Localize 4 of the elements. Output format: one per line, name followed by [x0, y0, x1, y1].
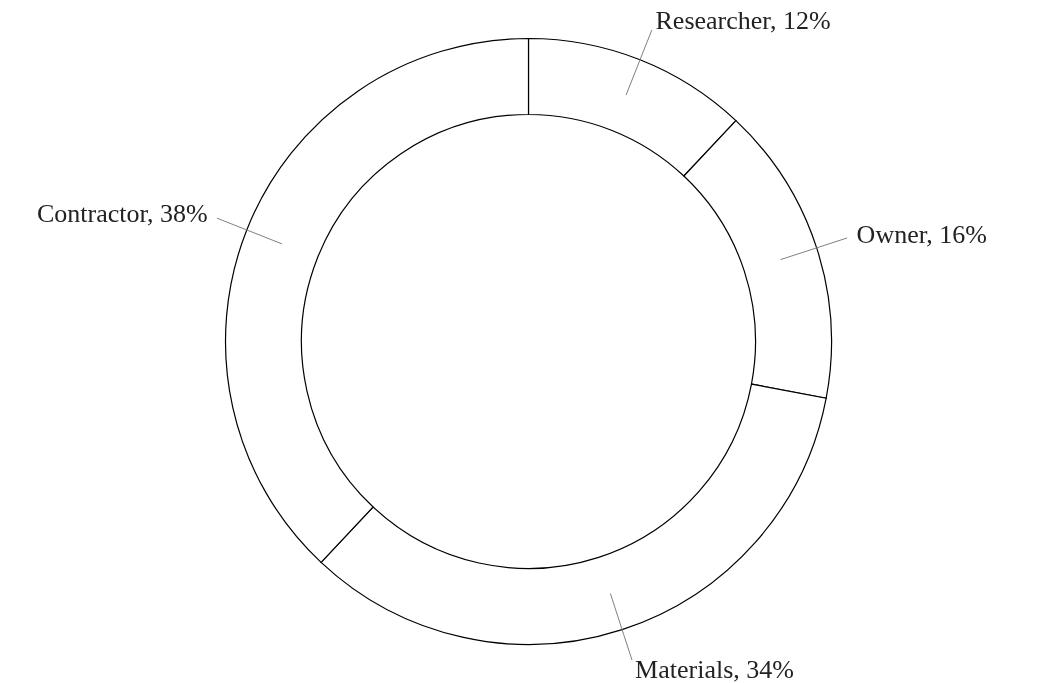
- slice-label: Owner, 16%: [856, 219, 987, 249]
- slice-label: Researcher, 12%: [655, 5, 831, 35]
- slice-label: Materials, 34%: [635, 654, 794, 683]
- slice-label: Contractor, 38%: [36, 199, 208, 229]
